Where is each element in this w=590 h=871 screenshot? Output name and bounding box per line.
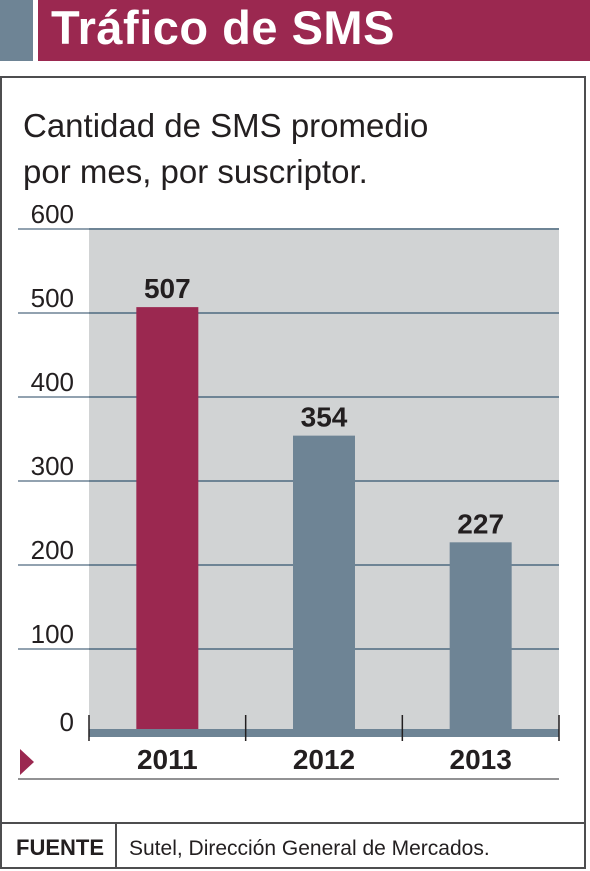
- x-tick-label: 2012: [293, 744, 355, 775]
- bar: [449, 542, 512, 733]
- bar-chart: 0 100 200 300 400 500 600 507 354 227 2011 2012 2013: [18, 205, 560, 780]
- y-tick-label: 200: [31, 535, 74, 565]
- header-accent-block: [0, 0, 33, 61]
- y-tick-label: 500: [31, 283, 74, 313]
- source-label: FUENTE: [16, 835, 104, 860]
- source-divider: [0, 822, 586, 824]
- chart-subtitle: Cantidad de SMS promedio por mes, por su…: [23, 103, 563, 195]
- page-title: Tráfico de SMS: [51, 1, 395, 54]
- y-tick-label: 300: [31, 451, 74, 481]
- bar: [293, 435, 355, 733]
- data-label: 507: [144, 273, 191, 304]
- x-tick-label: 2011: [137, 744, 198, 775]
- y-tick-label: 100: [31, 619, 74, 649]
- data-label: 354: [301, 402, 348, 433]
- marker-triangle: [20, 749, 34, 775]
- source-text: Sutel, Dirección General de Mercados.: [129, 837, 490, 860]
- source-separator: [115, 824, 117, 869]
- header-bar: [38, 0, 590, 61]
- y-tick-label: 600: [31, 205, 74, 229]
- x-tick-label: 2013: [450, 744, 512, 775]
- bar: [136, 307, 199, 733]
- y-tick-label: 400: [31, 367, 74, 397]
- y-tick-label: 0: [60, 707, 74, 737]
- subtitle-line-2: por mes, por suscriptor.: [23, 153, 368, 190]
- baseline: [89, 729, 559, 737]
- chart-panel: [0, 76, 586, 869]
- data-label: 227: [457, 508, 504, 539]
- subtitle-line-1: Cantidad de SMS promedio: [23, 107, 429, 144]
